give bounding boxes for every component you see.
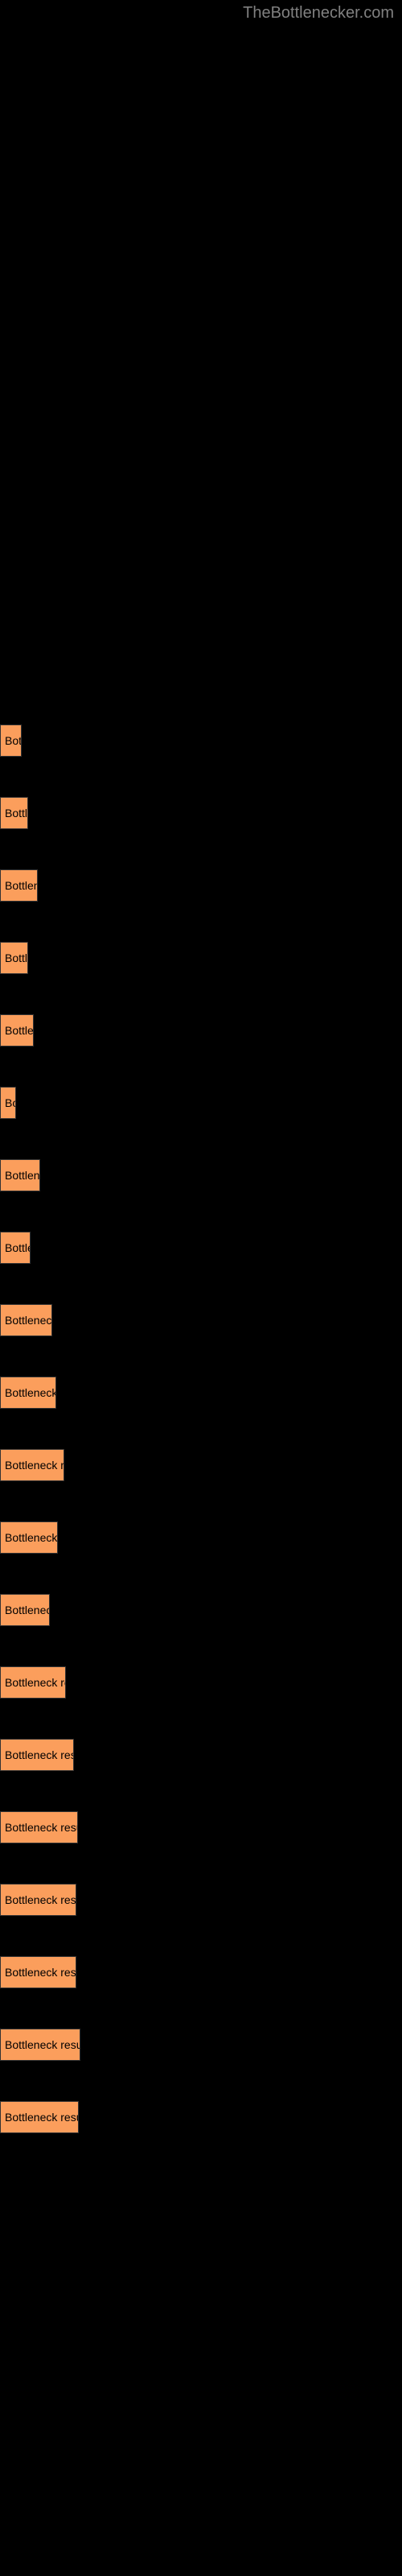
- bar-row: Bottleneck r: [0, 1594, 402, 1626]
- bar-row: Bottleneck result: [0, 1666, 402, 1699]
- bar-row: Bottleneck result: [0, 1884, 402, 1916]
- bar-row: Bottleneck result: [0, 2101, 402, 2133]
- bar: Bottleneck res: [0, 1377, 56, 1409]
- bar: Bottleneck result: [0, 2029, 80, 2061]
- bar-row: Bottleneck re: [0, 1304, 402, 1336]
- bar: Bottleneck re: [0, 1304, 52, 1336]
- bar: Bottle: [0, 797, 28, 829]
- watermark: TheBottlenecker.com: [243, 4, 394, 23]
- bar: Bot: [0, 724, 22, 757]
- bar: Bottleneck resu: [0, 1521, 58, 1554]
- bar-row: Bottleneck result: [0, 1739, 402, 1771]
- bar-row: Bottlene: [0, 1159, 402, 1191]
- bar: Bottleneck result: [0, 1666, 66, 1699]
- bar: Bottle: [0, 1232, 31, 1264]
- bar-row: Bottleneck result: [0, 2029, 402, 2061]
- bar: Bottleneck result: [0, 1739, 74, 1771]
- bar-row: Bo: [0, 1087, 402, 1119]
- bar: Bottlen: [0, 1014, 34, 1046]
- bar-row: Bottleneck result: [0, 1956, 402, 1988]
- bar: Bottleneck result: [0, 1956, 76, 1988]
- bar: Bottleneck result: [0, 1884, 76, 1916]
- bar-row: Bottl: [0, 942, 402, 974]
- bar: Bo: [0, 1087, 16, 1119]
- bar-row: Bottleneck res: [0, 1377, 402, 1409]
- bar-row: Bottleneck resu: [0, 1521, 402, 1554]
- bar: Bottleneck result: [0, 1811, 78, 1843]
- bar: Bottleneck result: [0, 1449, 64, 1481]
- bar-row: Bottlene: [0, 869, 402, 902]
- bar-row: Bottle: [0, 1232, 402, 1264]
- bar-chart: Bot Bottle Bottlene Bottl Bottlen Bo Bottlene B…: [0, 0, 402, 2133]
- bar-row: Bottlen: [0, 1014, 402, 1046]
- bar: Bottlene: [0, 869, 38, 902]
- bar: Bottleneck r: [0, 1594, 50, 1626]
- bar: Bottl: [0, 942, 28, 974]
- bar: Bottlene: [0, 1159, 40, 1191]
- bar-row: Bottle: [0, 797, 402, 829]
- bar-row: Bottleneck result: [0, 1449, 402, 1481]
- bar-row: Bot: [0, 724, 402, 757]
- bar-row: Bottleneck result: [0, 1811, 402, 1843]
- bar: Bottleneck result: [0, 2101, 79, 2133]
